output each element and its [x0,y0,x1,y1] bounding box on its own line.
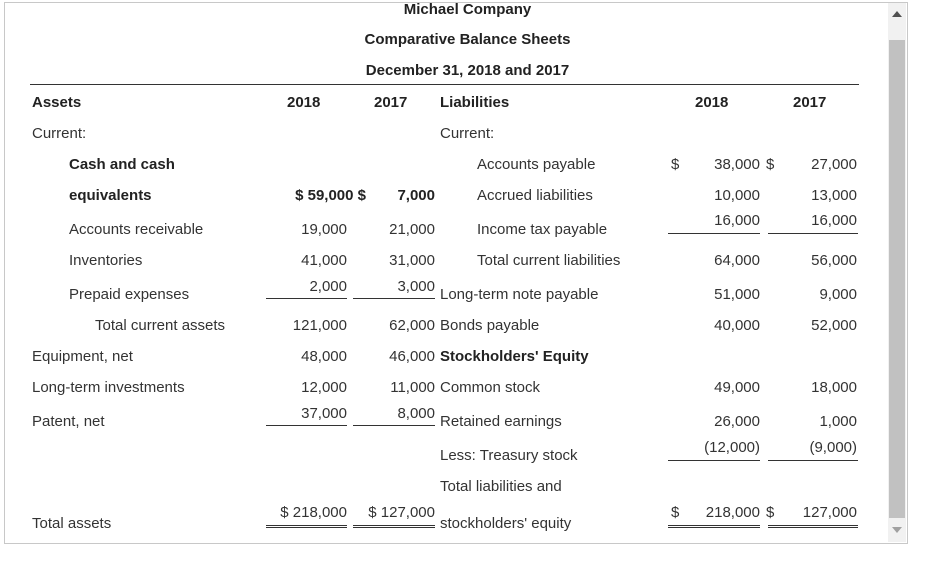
liab-2017-heading: 2017 [793,94,827,111]
ar-2017: 21,000 [389,221,435,238]
total-assets-2017-rule [353,525,435,528]
itp-2017-rule [768,233,858,234]
ts-2017: (9,000) [809,439,857,456]
inventories-label: Inventories [69,252,143,269]
prepaid-2017: 3,000 [397,278,435,295]
itp-label: Income tax payable [477,221,608,238]
header-rule [30,84,859,85]
total-assets-2018-rule [266,525,347,528]
accrued-2018: 10,000 [714,187,760,204]
cs-2018: 49,000 [714,379,760,396]
assets-current-label: Current: [32,125,87,142]
itp-2017: 16,000 [811,212,857,229]
ar-label: Accounts receivable [69,221,204,238]
lti-2018: 12,000 [301,379,347,396]
inventories-2018: 41,000 [301,252,347,269]
bonds-label: Bonds payable [440,317,540,334]
total-assets-2017: $ 127,000 [368,504,435,521]
total-liab-2017-rule [768,525,858,528]
cash-label-line2: equivalents [69,187,152,204]
total-liab-2018: 218,000 [705,504,760,521]
prepaid-2018-rule [266,298,347,299]
ar-2018: 19,000 [301,221,347,238]
total-liab-2017: 127,000 [802,504,857,521]
cash-label-line1: Cash and cash [69,156,175,173]
equipment-2017: 46,000 [389,348,435,365]
lti-label: Long-term investments [32,379,185,396]
patent-2018-rule [266,425,347,426]
re-2018: 26,000 [714,413,760,430]
total-assets-2018: $ 218,000 [280,504,347,521]
itp-2018-rule [668,233,760,234]
company-name: Michael Company [403,1,532,18]
ltnp-2018: 51,000 [714,286,760,303]
tcl-label: Total current liabilities [477,252,621,269]
tca-2017: 62,000 [389,317,435,334]
liab-current-label: Current: [440,125,495,142]
equipment-label: Equipment, net [32,348,133,365]
scroll-down-arrow-icon[interactable] [892,527,902,533]
total-liab-2017-dollar: $ [766,504,775,521]
ts-label: Less: Treasury stock [440,447,578,464]
total-liab-2018-dollar: $ [671,504,680,521]
se-heading: Stockholders' Equity [440,348,589,365]
assets-2018-heading: 2018 [287,94,321,111]
ap-2018: 38,000 [714,156,760,173]
liabilities-heading: Liabilities [440,94,510,111]
assets-2017-heading: 2017 [374,94,408,111]
cash-2017: 7,000 [397,187,435,204]
tca-label: Total current assets [95,317,226,334]
total-liab-2018-rule [668,525,760,528]
accrued-label: Accrued liabilities [477,187,593,204]
prepaid-label: Prepaid expenses [69,286,190,303]
prepaid-2018: 2,000 [309,278,347,295]
cs-2017: 18,000 [811,379,857,396]
itp-2018: 16,000 [714,212,760,229]
cash-2018: $ 59,000 $ [295,187,366,204]
ap-2017-dollar: $ [766,156,775,173]
re-label: Retained earnings [440,413,562,430]
tcl-2018: 64,000 [714,252,760,269]
total-liab-label-line1: Total liabilities and [440,478,562,495]
assets-heading: Assets [32,94,82,111]
bonds-2017: 52,000 [811,317,857,334]
total-assets-label: Total assets [32,515,112,532]
ts-2018-rule [668,460,760,461]
re-2017: 1,000 [819,413,857,430]
equipment-2018: 48,000 [301,348,347,365]
patent-2017: 8,000 [397,405,435,422]
scroll-up-arrow-icon[interactable] [892,11,902,17]
ap-label: Accounts payable [477,156,596,173]
total-liab-label-line2: stockholders' equity [440,515,572,532]
patent-2017-rule [353,425,435,426]
document-frame [4,2,908,544]
cs-label: Common stock [440,379,541,396]
ltnp-2017: 9,000 [819,286,857,303]
statement-title: Comparative Balance Sheets [364,31,571,48]
ltnp-label: Long-term note payable [440,286,599,303]
patent-label: Patent, net [32,413,105,430]
lti-2017: 11,000 [390,379,435,396]
ts-2018: (12,000) [704,439,760,456]
bonds-2018: 40,000 [714,317,760,334]
ts-2017-rule [768,460,858,461]
scrollbar-thumb[interactable] [889,40,905,518]
liab-2018-heading: 2018 [695,94,729,111]
accrued-2017: 13,000 [811,187,857,204]
ap-2017: 27,000 [811,156,857,173]
tcl-2017: 56,000 [811,252,857,269]
tca-2018: 121,000 [292,317,347,334]
prepaid-2017-rule [353,298,435,299]
inventories-2017: 31,000 [389,252,435,269]
statement-date: December 31, 2018 and 2017 [365,62,570,79]
ap-2018-dollar: $ [671,156,680,173]
patent-2018: 37,000 [301,405,347,422]
